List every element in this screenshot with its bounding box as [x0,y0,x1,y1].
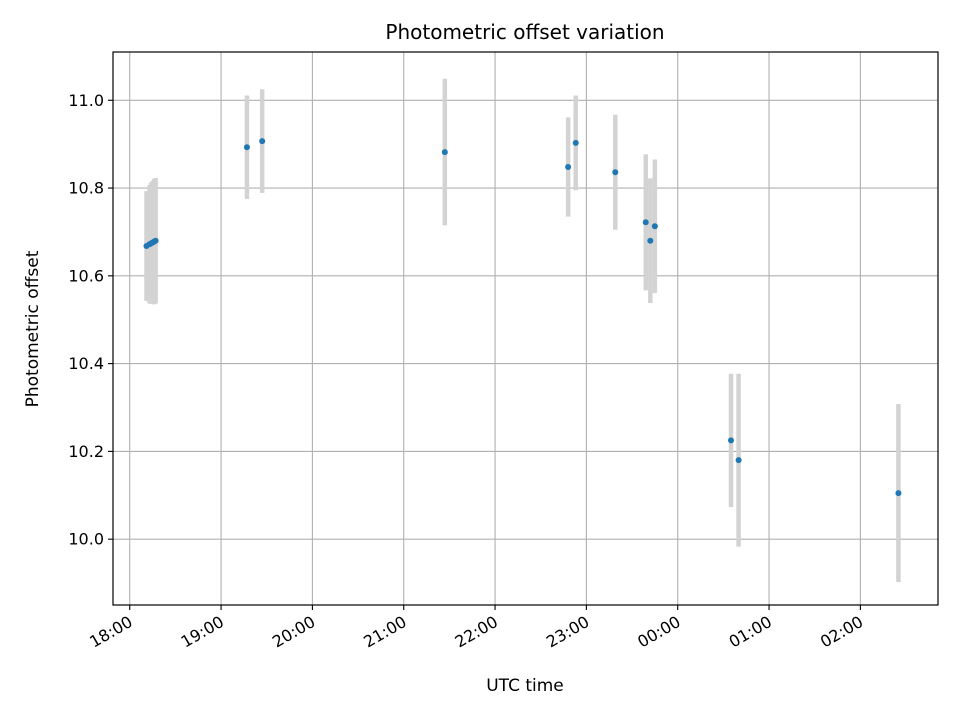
grid [113,52,938,605]
y-tick-label: 11.0 [68,91,104,110]
x-tick-label: 18:00 [86,612,135,652]
data-point [565,163,572,170]
y-tick-label: 10.2 [68,442,104,461]
y-tick-label: 10.6 [68,266,104,285]
data-point [735,457,742,464]
x-tick-label: 01:00 [726,612,775,652]
y-axis-ticks: 10.0 10.2 10.4 10.6 10.8 11.0 [68,91,113,549]
data-point [612,169,619,176]
data-point [441,149,448,156]
x-axis-label: UTC time [486,676,564,696]
chart-title: Photometric offset variation [385,20,664,44]
y-tick-label: 10.8 [68,179,104,198]
data-point [259,138,266,145]
x-tick-label: 00:00 [634,612,683,652]
x-tick-label: 23:00 [543,612,592,652]
data-point [572,139,579,146]
x-tick-label: 19:00 [178,612,227,652]
x-tick-label: 02:00 [817,612,866,652]
plot-frame [112,51,939,606]
data-point [895,490,902,497]
x-tick-label: 22:00 [452,612,501,652]
data-points [143,138,902,497]
y-tick-label: 10.4 [68,354,104,373]
x-tick-label: 21:00 [360,612,409,652]
data-point [152,237,159,244]
y-tick-label: 10.0 [68,530,104,549]
x-axis-ticks: 18:00 19:00 20:00 21:00 22:00 23:00 00:00 01:00… [86,605,866,652]
data-point [651,223,658,230]
error-bars [144,78,901,583]
data-point [642,219,649,226]
data-point [647,237,654,244]
data-point [727,437,734,444]
data-point [243,144,250,151]
x-tick-label: 20:00 [269,612,318,652]
y-axis-label: Photometric offset [23,250,43,407]
